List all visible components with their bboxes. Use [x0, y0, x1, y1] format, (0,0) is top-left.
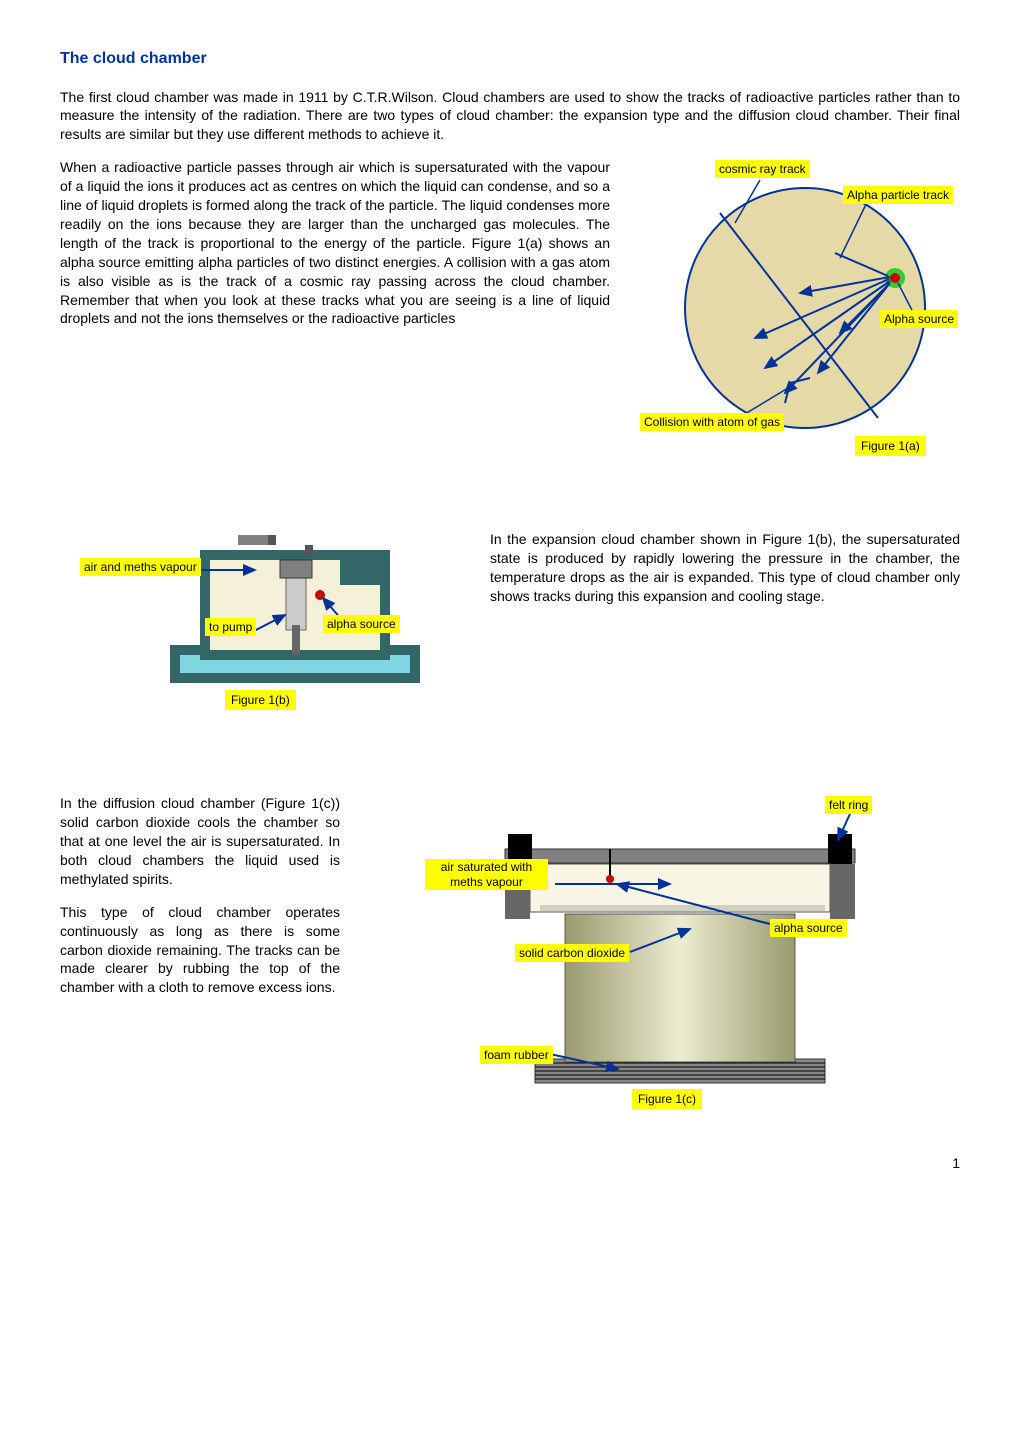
label-foam-rubber: foam rubber	[480, 1046, 553, 1064]
label-cosmic-ray: cosmic ray track	[715, 160, 810, 178]
label-alpha-source-1c: alpha source	[770, 919, 847, 937]
paragraph-1b: In the expansion cloud chamber shown in …	[490, 530, 960, 606]
text-col-1c: In the diffusion cloud chamber (Figure 1…	[60, 794, 340, 1011]
label-alpha-track: Alpha particle track	[843, 186, 953, 204]
label-collision: Collision with atom of gas	[640, 413, 784, 431]
text-col-1a: When a radioactive particle passes throu…	[60, 158, 610, 342]
figure-1c: felt ring air saturated with meths vapou…	[370, 794, 910, 1114]
page-title: The cloud chamber	[60, 48, 960, 70]
paragraph-1c-a: In the diffusion cloud chamber (Figure 1…	[60, 794, 340, 888]
label-to-pump: to pump	[205, 618, 256, 636]
figure-1a: cosmic ray track Alpha particle track Al…	[640, 158, 960, 458]
figure-1b: air and meths vapour to pump alpha sourc…	[90, 500, 460, 730]
text-col-1b: In the expansion cloud chamber shown in …	[490, 500, 960, 620]
page-number: 1	[60, 1154, 960, 1173]
label-air-meths: air and meths vapour	[80, 558, 201, 576]
paragraph-1c-b: This type of cloud chamber operates cont…	[60, 903, 340, 997]
label-air-sat: air saturated with meths vapour	[425, 859, 548, 890]
row-fig-1c: In the diffusion cloud chamber (Figure 1…	[60, 794, 960, 1114]
label-alpha-source: Alpha source	[880, 310, 958, 328]
row-fig-1a: When a radioactive particle passes throu…	[60, 158, 960, 458]
figure-1a-caption: Figure 1(a)	[855, 436, 926, 456]
figure-1b-caption: Figure 1(b)	[225, 690, 296, 710]
figure-1c-caption: Figure 1(c)	[632, 1089, 702, 1109]
label-felt-ring: felt ring	[825, 796, 872, 814]
label-solid-co2: solid carbon dioxide	[515, 944, 629, 962]
intro-paragraph-2: When a radioactive particle passes throu…	[60, 158, 610, 328]
label-alpha-source-1b: alpha source	[323, 615, 400, 633]
row-fig-1b: air and meths vapour to pump alpha sourc…	[60, 500, 960, 730]
intro-paragraph-1: The first cloud chamber was made in 1911…	[60, 88, 960, 145]
